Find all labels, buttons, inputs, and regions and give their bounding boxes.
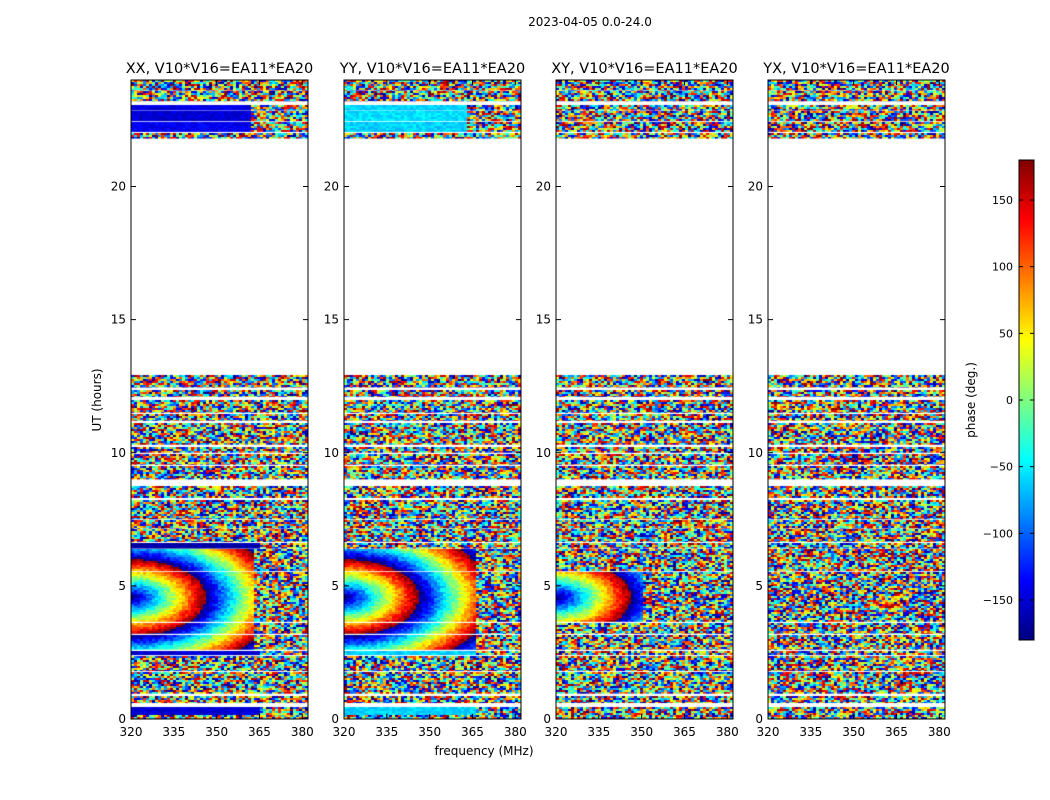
panel-2: YY, V10*V16=EA11*EA20 320 335 350 365 380 0 5 10… xyxy=(324,61,527,739)
colorbar-tick-label: 50 xyxy=(999,327,1013,340)
panels-group: XX, V10*V16=EA11*EA20 320 335 350 365 380 0 5 10… xyxy=(111,61,951,739)
figure-suptitle: 2023-04-05 0.0-24.0 xyxy=(528,15,652,29)
panel-4-heatmap xyxy=(768,80,945,719)
x-tick-label: 350 xyxy=(418,725,441,739)
y-tick-label: 20 xyxy=(536,180,551,194)
x-tick-label: 365 xyxy=(248,725,271,739)
x-tick-label: 380 xyxy=(928,725,951,739)
colorbar-tick-label: 150 xyxy=(992,194,1013,207)
y-tick-label: 0 xyxy=(331,712,339,726)
colorbar: phase (deg.) 150 100 50 0 −50 −100 −150 xyxy=(964,159,1035,641)
y-tick-label: 5 xyxy=(543,579,551,593)
panel-3-title: XY, V10*V16=EA11*EA20 xyxy=(551,61,737,77)
x-tick-label: 335 xyxy=(587,725,610,739)
y-tick-label: 20 xyxy=(324,180,339,194)
x-tick-label: 335 xyxy=(162,725,185,739)
y-tick-label: 10 xyxy=(324,446,339,460)
panel-3-raster xyxy=(556,80,733,719)
x-tick-label: 380 xyxy=(291,725,314,739)
x-tick-label: 365 xyxy=(673,725,696,739)
y-tick-label: 5 xyxy=(331,579,339,593)
panel-1-title: XX, V10*V16=EA11*EA20 xyxy=(126,61,314,77)
colorbar-tick-label: −100 xyxy=(983,527,1013,540)
panel-1-frame xyxy=(130,79,309,720)
y-tick-label: 20 xyxy=(111,180,126,194)
panel-2-raster xyxy=(344,80,521,719)
x-tick-label: 320 xyxy=(333,725,356,739)
x-tick-label: 380 xyxy=(716,725,739,739)
colorbar-tick-label: 100 xyxy=(992,261,1013,274)
x-tick-label: 320 xyxy=(757,725,780,739)
x-tick-label: 350 xyxy=(842,725,865,739)
y-tick-label: 0 xyxy=(543,712,551,726)
x-tick-label: 350 xyxy=(630,725,653,739)
y-tick-label: 15 xyxy=(324,313,339,327)
x-tick-label: 320 xyxy=(545,725,568,739)
y-tick-label: 5 xyxy=(755,579,763,593)
y-tick-label: 15 xyxy=(536,313,551,327)
panel-1: XX, V10*V16=EA11*EA20 320 335 350 365 380 0 5 10… xyxy=(111,61,314,739)
panel-4: YX, V10*V16=EA11*EA20 320 335 350 365 380 0 5 10… xyxy=(748,61,951,739)
colorbar-tick-label: 0 xyxy=(1006,394,1013,407)
y-axis-label: UT (hours) xyxy=(90,368,104,431)
panel-3: XY, V10*V16=EA11*EA20 320 335 350 365 380 0 5 10… xyxy=(536,61,739,739)
x-tick-label: 335 xyxy=(799,725,822,739)
panel-4-title: YX, V10*V16=EA11*EA20 xyxy=(762,61,949,77)
panel-3-heatmap xyxy=(556,80,733,719)
x-tick-label: 365 xyxy=(885,725,908,739)
panel-4-raster xyxy=(768,80,945,719)
y-tick-label: 15 xyxy=(111,313,126,327)
y-tick-label: 20 xyxy=(748,180,763,194)
x-tick-label: 335 xyxy=(375,725,398,739)
panel-4-frame xyxy=(767,79,946,720)
x-axis-label: frequency (MHz) xyxy=(434,744,533,758)
x-tick-label: 320 xyxy=(120,725,143,739)
panel-2-frame xyxy=(343,79,522,720)
y-tick-label: 5 xyxy=(118,579,126,593)
x-tick-label: 380 xyxy=(504,725,527,739)
y-tick-label: 15 xyxy=(748,313,763,327)
y-tick-label: 10 xyxy=(748,446,763,460)
colorbar-tick-label: −150 xyxy=(983,594,1013,607)
panel-1-heatmap xyxy=(131,80,308,719)
x-tick-label: 350 xyxy=(205,725,228,739)
y-tick-label: 10 xyxy=(536,446,551,460)
y-tick-label: 10 xyxy=(111,446,126,460)
x-tick-label: 365 xyxy=(461,725,484,739)
y-tick-label: 0 xyxy=(755,712,763,726)
panel-2-heatmap xyxy=(344,80,521,719)
panel-1-raster xyxy=(131,80,308,719)
y-tick-label: 0 xyxy=(118,712,126,726)
panel-2-title: YY, V10*V16=EA11*EA20 xyxy=(339,61,525,77)
colorbar-tick-label: −50 xyxy=(990,461,1013,474)
panel-3-frame xyxy=(555,79,734,720)
colorbar-label: phase (deg.) xyxy=(964,362,978,438)
